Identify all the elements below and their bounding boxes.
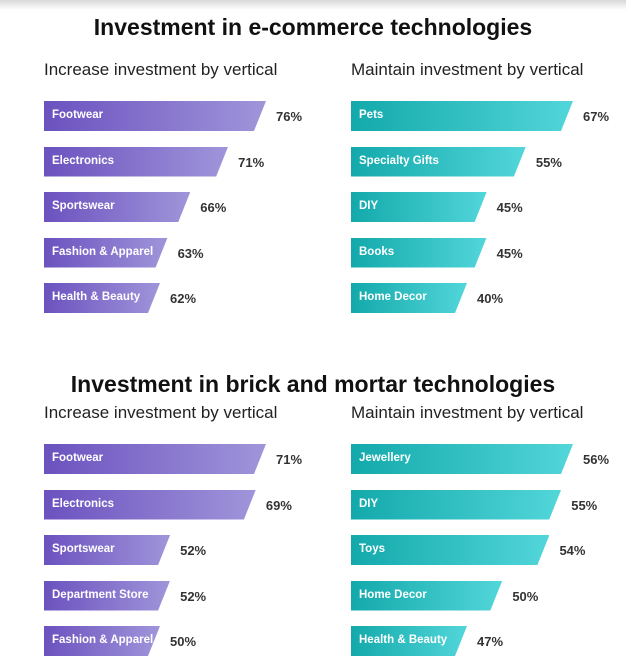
value-label: 69% xyxy=(265,497,292,513)
bar: Toys xyxy=(351,535,549,565)
value-label: 76% xyxy=(276,109,303,124)
bar: Home Decor xyxy=(351,283,467,313)
bar: Fashion & Apparel xyxy=(44,626,160,656)
value-label: 55% xyxy=(535,154,562,170)
value-label: 47% xyxy=(477,634,504,649)
bar-label: Sportswear xyxy=(52,543,115,555)
bar: Health & Beauty xyxy=(351,626,467,656)
value-label: 52% xyxy=(180,588,207,604)
bar-label: Home Decor xyxy=(359,291,427,303)
bar: Electronics xyxy=(44,490,256,520)
bar: Sportswear xyxy=(44,192,190,222)
bar: Specialty Gifts xyxy=(351,147,526,177)
bar-label: Books xyxy=(359,245,395,258)
bar: Footwear xyxy=(44,101,266,131)
bar-label: Electronics xyxy=(52,497,114,510)
value-label: 71% xyxy=(276,452,303,467)
bar: Department Store xyxy=(44,581,170,611)
top-shadow xyxy=(0,0,626,10)
ecommerce-title: Investment in e-commerce technologies xyxy=(93,14,533,40)
panel-subtitle: Maintain investment by vertical xyxy=(351,403,584,422)
bar: Pets xyxy=(351,101,573,131)
brick-mortar-title: Investment in brick and mortar technolog… xyxy=(70,371,556,397)
bar-label: Specialty Gifts xyxy=(359,154,439,167)
bar: Electronics xyxy=(44,147,228,177)
value-label: 54% xyxy=(559,543,586,558)
bar: Footwear xyxy=(44,444,266,474)
bar: Books xyxy=(351,238,487,268)
value-label: 67% xyxy=(583,109,610,124)
value-label: 63% xyxy=(177,245,204,261)
bar-label: DIY xyxy=(359,497,379,510)
value-label: 62% xyxy=(170,291,197,306)
bar: Fashion & Apparel xyxy=(44,238,168,268)
bar-label: Home Decor xyxy=(359,588,427,601)
bar-label: Fashion & Apparel xyxy=(52,245,154,258)
bar-label: Pets xyxy=(359,109,384,121)
value-label: 66% xyxy=(200,200,227,215)
bar: Home Decor xyxy=(351,581,502,611)
bar-label: Footwear xyxy=(52,109,104,121)
value-label: 45% xyxy=(496,245,523,261)
bar-label: Electronics xyxy=(52,154,114,167)
value-label: 55% xyxy=(571,497,598,513)
bar: DIY xyxy=(351,192,487,222)
bar-label: Health & Beauty xyxy=(52,291,141,303)
bar-label: Footwear xyxy=(52,452,104,464)
value-label: 50% xyxy=(170,634,197,649)
bar-label: Department Store xyxy=(52,588,149,601)
bar-label: Fashion & Apparel xyxy=(52,634,154,646)
bar: Sportswear xyxy=(44,535,170,565)
value-label: 45% xyxy=(496,200,523,215)
bar-label: Health & Beauty xyxy=(359,634,448,646)
panel-subtitle: Increase investment by vertical xyxy=(44,60,278,79)
panel-subtitle: Increase investment by vertical xyxy=(44,403,278,422)
value-label: 56% xyxy=(583,452,610,467)
value-label: 52% xyxy=(180,543,207,558)
bar-label: DIY xyxy=(359,200,379,212)
bar: Health & Beauty xyxy=(44,283,160,313)
value-label: 71% xyxy=(238,154,265,170)
panel-subtitle: Maintain investment by vertical xyxy=(351,60,584,79)
bar-label: Sportswear xyxy=(52,200,115,212)
bar: Jewellery xyxy=(351,444,573,474)
value-label: 40% xyxy=(477,291,504,306)
value-label: 50% xyxy=(512,588,539,604)
bar: DIY xyxy=(351,490,561,520)
bar-label: Toys xyxy=(359,543,385,555)
bar-label: Jewellery xyxy=(359,452,411,464)
